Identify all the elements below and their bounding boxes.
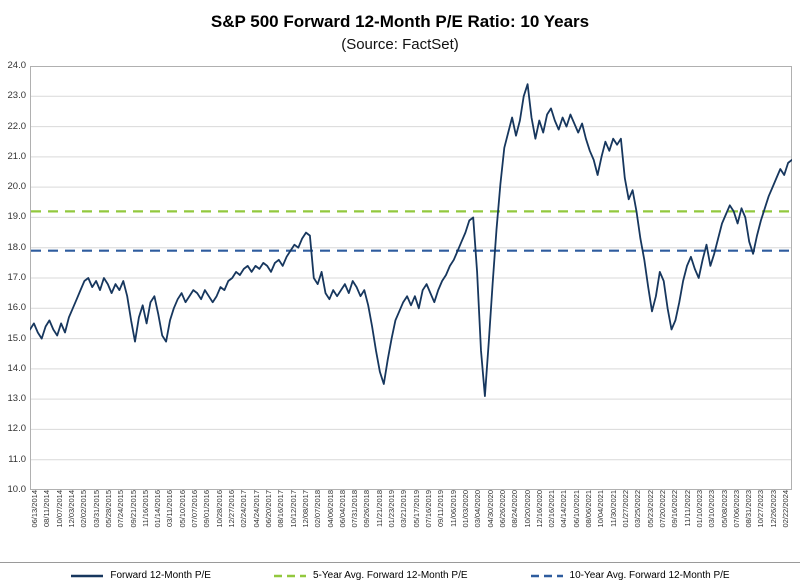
x-tick-label: 11/21/2018 [374, 490, 384, 527]
y-tick-label: 19.0 [7, 211, 27, 223]
x-tick-label: 02/22/2024 [781, 490, 791, 528]
x-tick-label: 04/06/2018 [325, 490, 335, 528]
y-tick-label: 14.0 [7, 362, 27, 374]
x-tick-label: 11/11/2022 [682, 490, 692, 527]
x-tick-label: 09/21/2015 [128, 490, 138, 528]
y-tick-label: 10.0 [7, 484, 27, 495]
x-tick-label: 09/16/2022 [670, 490, 680, 528]
y-tick-label: 24.0 [7, 60, 27, 71]
y-tick-label: 17.0 [7, 272, 27, 283]
x-tick-label: 12/03/2014 [66, 490, 76, 528]
x-tick-label: 10/28/2016 [214, 490, 224, 528]
x-tick-label: 07/16/2019 [424, 490, 433, 528]
x-tick-label: 01/03/2020 [460, 490, 470, 528]
x-tick-label: 05/28/2015 [103, 490, 113, 528]
x-tick-label: 12/08/2017 [300, 490, 310, 528]
x-tick-label: 10/12/2017 [288, 490, 298, 528]
y-tick-label: 13.0 [7, 393, 27, 405]
x-tick-label: 11/16/2015 [140, 490, 150, 527]
x-axis-labels: 06/13/2014 08/11/2014 10/07/2014 12/03/2014… [30, 490, 792, 560]
legend-label-forward-pe: Forward 12-Month P/E [110, 570, 211, 581]
x-tick-label: 05/10/2016 [177, 490, 187, 528]
x-tick-label: 08/31/2023 [744, 490, 754, 528]
y-tick-label: 16.0 [7, 302, 27, 314]
y-tick-label: 20.0 [7, 181, 27, 193]
forward-pe-line-icon [71, 574, 104, 577]
x-tick-label: 07/20/2022 [657, 490, 667, 528]
x-tick-label: 03/31/2015 [91, 490, 101, 528]
x-tick-label: 08/11/2014 [42, 490, 52, 527]
x-tick-label: 07/31/2018 [350, 490, 360, 528]
x-tick-label: 10/27/2023 [756, 490, 766, 528]
x-tick-label: 12/27/2016 [227, 490, 236, 528]
legend-item-10yr-avg: 10-Year Avg. Forward 12-Month P/E [530, 570, 730, 581]
x-tick-label: 06/10/2021 [571, 490, 581, 528]
x-tick-label: 03/25/2022 [633, 490, 643, 528]
x-tick-label: 07/24/2015 [116, 490, 126, 528]
y-tick-label: 12.0 [7, 423, 27, 435]
legend-item-5yr-avg: 5-Year Avg. Forward 12-Month P/E [273, 570, 468, 581]
x-tick-label: 12/16/2020 [534, 490, 544, 528]
x-tick-label: 10/07/2014 [54, 490, 64, 528]
x-tick-label: 01/10/2023 [694, 490, 704, 528]
legend-label-10yr-avg: 10-Year Avg. Forward 12-Month P/E [569, 570, 730, 581]
x-tick-label: 08/06/2021 [584, 490, 594, 528]
x-tick-label: 03/11/2016 [165, 490, 175, 527]
x-tick-label: 06/26/2020 [497, 490, 507, 528]
x-tick-label: 08/16/2017 [276, 490, 286, 528]
x-tick-label: 11/06/2019 [448, 490, 458, 527]
x-tick-label: 05/17/2019 [411, 490, 421, 528]
legend-item-forward-pe: Forward 12-Month P/E [70, 570, 211, 581]
x-tick-label: 09/11/2019 [436, 490, 446, 527]
legend-label-5yr-avg: 5-Year Avg. Forward 12-Month P/E [312, 570, 468, 581]
legend: Forward 12-Month P/E 5-Year Avg. Forward… [0, 562, 800, 588]
y-tick-label: 15.0 [7, 332, 27, 344]
plot-region: 24.0 23.0 22.0 21.0 20.0 19.0 18.0 17.0 16.0 15.0… [0, 60, 800, 495]
y-tick-label: 18.0 [7, 241, 27, 253]
y-tick-label: 11.0 [8, 453, 26, 465]
plot-area [30, 66, 792, 490]
x-tick-label: 10/20/2020 [522, 490, 532, 528]
y-tick-label: 23.0 [7, 90, 27, 102]
x-tick-label: 02/02/2015 [79, 490, 89, 528]
y-tick-label: 22.0 [7, 120, 27, 132]
ten-year-avg-line-icon [530, 574, 563, 577]
x-tick-label: 04/14/2021 [559, 490, 569, 528]
x-tick-label: 01/14/2016 [153, 490, 163, 528]
chart-title: S&P 500 Forward 12-Month P/E Ratio: 10 Y… [210, 12, 590, 31]
x-tick-label: 02/07/2018 [313, 490, 323, 528]
x-tick-label: 10/04/2021 [596, 490, 606, 528]
x-tick-label: 12/26/2023 [768, 490, 778, 528]
x-tick-label: 01/27/2022 [621, 490, 630, 528]
chart-subtitle: (Source: FactSet) [341, 36, 459, 53]
y-tick-label: 21.0 [7, 150, 27, 162]
five-year-avg-line-icon [273, 574, 306, 577]
x-tick-label: 01/23/2019 [387, 490, 397, 528]
x-tick-label: 07/07/2016 [190, 490, 200, 528]
x-tick-label: 04/24/2017 [251, 490, 261, 528]
x-tick-label: 04/30/2020 [485, 490, 495, 528]
x-tick-label: 11/30/2021 [608, 490, 618, 527]
x-tick-label: 07/06/2023 [731, 490, 741, 528]
x-tick-label: 08/24/2020 [510, 490, 520, 528]
x-tick-label: 06/13/2014 [30, 490, 39, 528]
x-tick-label: 02/24/2017 [239, 490, 249, 528]
x-tick-label: 09/26/2018 [362, 490, 372, 528]
x-tick-label: 03/21/2019 [399, 490, 409, 528]
x-tick-label: 02/16/2021 [547, 490, 557, 528]
x-tick-label: 03/04/2020 [473, 490, 483, 528]
y-axis-labels: 24.0 23.0 22.0 21.0 20.0 19.0 18.0 17.0 16.0 15.0… [0, 60, 30, 495]
x-tick-label: 09/01/2016 [202, 490, 212, 528]
x-tick-label: 06/20/2017 [263, 490, 273, 528]
x-tick-label: 06/04/2018 [337, 490, 347, 528]
x-tick-label: 03/10/2023 [707, 490, 717, 528]
x-tick-label: 05/23/2022 [645, 490, 655, 528]
x-tick-label: 05/08/2023 [719, 490, 729, 528]
